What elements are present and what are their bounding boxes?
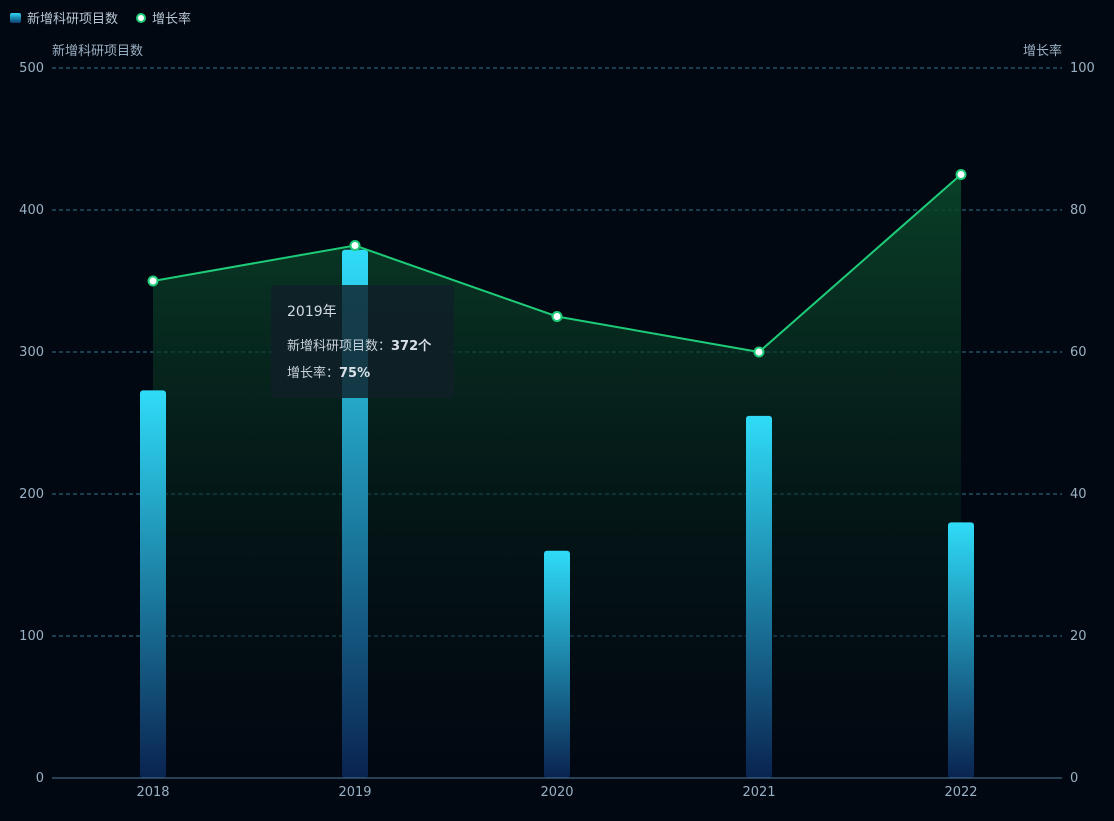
left-axis-title: 新增科研项目数 [52, 43, 143, 59]
x-tick-label: 2021 [742, 785, 775, 800]
right-tick-label: 80 [1070, 203, 1087, 218]
tooltip-projects-value: 372个 [391, 339, 432, 354]
bar [948, 522, 974, 778]
left-tick-label: 200 [19, 487, 44, 502]
x-tick-label: 2020 [540, 785, 573, 800]
tooltip-title: 2019年 [287, 304, 337, 320]
x-tick-label: 2018 [136, 785, 169, 800]
right-tick-label: 0 [1070, 771, 1078, 786]
tooltip-row-projects: 新增科研项目数：372个 [287, 335, 438, 354]
left-tick-label: 500 [19, 61, 44, 76]
left-tick-label: 0 [36, 771, 44, 786]
legend-item-projects[interactable]: 新增科研项目数 [10, 8, 118, 27]
bar [140, 390, 166, 778]
legend-bar-icon [10, 12, 21, 23]
legend-line-icon [136, 12, 147, 23]
left-tick-label: 300 [19, 345, 44, 360]
right-tick-label: 100 [1070, 61, 1095, 76]
tooltip-growth-label: 增长率： [287, 366, 340, 381]
right-tick-label: 20 [1070, 629, 1087, 644]
tooltip-projects-label: 新增科研项目数： [287, 339, 392, 354]
growth-point [753, 346, 765, 358]
legend-label-growth: 增长率 [152, 12, 192, 27]
legend-item-growth[interactable]: 增长率 [136, 8, 191, 27]
right-tick-label: 40 [1070, 487, 1087, 502]
right-tick-label: 60 [1070, 345, 1087, 360]
growth-point [551, 311, 563, 322]
growth-point [349, 240, 361, 251]
x-tick-label: 2022 [944, 785, 977, 800]
legend: 新增科研项目数 增长率 [10, 8, 191, 27]
left-tick-label: 100 [19, 629, 44, 644]
tooltip: 2019年 新增科研项目数：372个 增长率：75% [271, 285, 454, 398]
bar [746, 415, 772, 778]
tooltip-growth-value: 75% [339, 366, 371, 381]
bar [544, 550, 570, 778]
growth-point [147, 275, 159, 287]
right-axis-title: 增长率 [1023, 43, 1062, 59]
growth-point [955, 169, 967, 180]
x-tick-label: 2019 [338, 785, 371, 800]
legend-label-projects: 新增科研项目数 [27, 12, 119, 27]
left-tick-label: 400 [19, 203, 44, 218]
tooltip-row-growth: 增长率：75% [287, 362, 438, 381]
